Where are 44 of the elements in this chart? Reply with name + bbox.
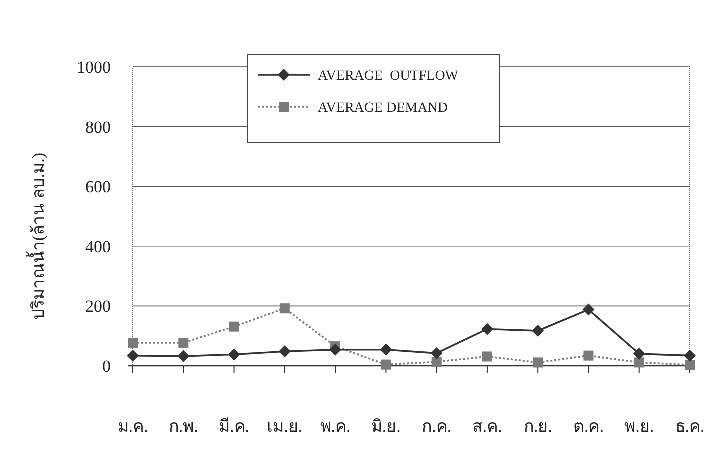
legend-label: AVERAGE OUTFLOW — [318, 69, 460, 84]
point — [280, 304, 290, 314]
point — [634, 358, 644, 368]
point — [582, 304, 595, 316]
point — [128, 338, 138, 348]
point — [482, 352, 492, 362]
point — [430, 347, 443, 360]
y-tick-label: 400 — [86, 237, 111, 256]
legend-label: AVERAGE DEMAND — [318, 101, 448, 116]
point — [330, 344, 342, 356]
point — [381, 360, 392, 370]
point — [532, 325, 544, 338]
x-tick-label: พ.ค. — [320, 417, 351, 436]
y-tick-label: 800 — [86, 118, 111, 137]
y-tick-label: 1000 — [77, 58, 111, 77]
point — [685, 360, 695, 370]
point — [178, 350, 190, 362]
x-tick-label: พ.ย. — [624, 417, 654, 436]
point — [533, 358, 544, 368]
x-tick-label: ก.พ. — [168, 417, 198, 436]
point — [481, 323, 494, 336]
x-tick-label: ส.ค. — [472, 417, 502, 436]
point — [684, 350, 696, 362]
point — [229, 322, 240, 332]
point — [432, 357, 442, 368]
x-tick-label: ม.ค. — [118, 417, 148, 436]
y-tick-label: 0 — [102, 357, 111, 376]
y-axis-title: ปริมาณน้ำ(ล้าน ลบ.ม.) — [26, 152, 48, 320]
point — [228, 348, 240, 361]
x-tick-label: ต.ค. — [573, 417, 604, 436]
x-tick-label: มิ.ย. — [371, 417, 401, 436]
x-tick-label: เม.ย. — [267, 417, 303, 436]
point — [633, 348, 646, 360]
point — [380, 344, 392, 356]
point — [278, 346, 291, 358]
x-tick-label: ธ.ค. — [675, 417, 705, 436]
x-tick-label: มี.ค. — [219, 417, 250, 436]
x-tick-label: ก.ย. — [524, 417, 552, 436]
y-tick-label: 200 — [86, 297, 111, 316]
x-tick-label: ก.ค. — [422, 417, 452, 436]
point — [178, 338, 189, 348]
point — [584, 350, 594, 361]
point — [127, 350, 139, 362]
y-tick-label: 600 — [86, 178, 111, 197]
